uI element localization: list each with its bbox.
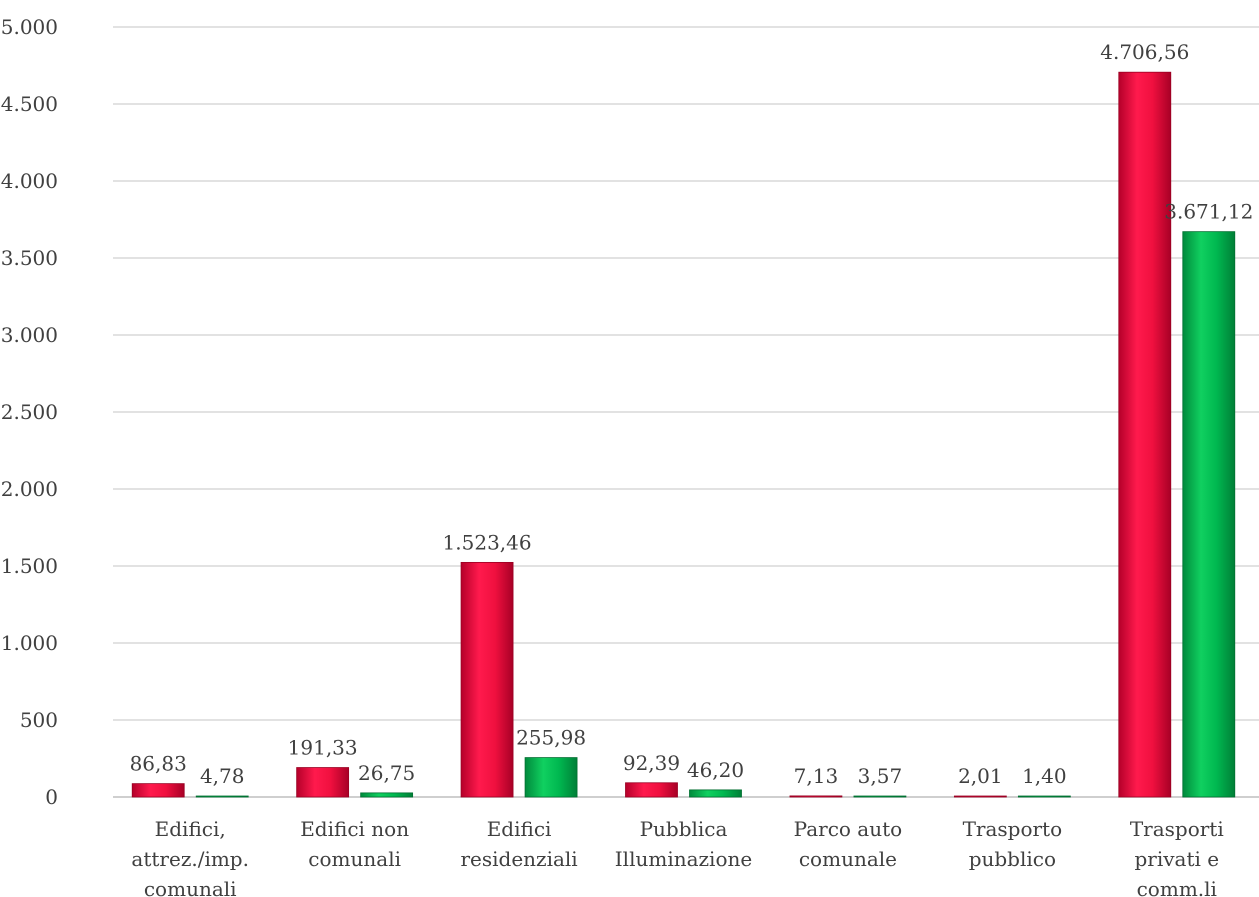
data-label: 255,98 (516, 726, 586, 750)
x-category-label: Trasporti privati e comm.li (1130, 817, 1224, 897)
data-label: 2,01 (958, 764, 1003, 788)
gridlines (113, 26, 1259, 798)
data-label: 1.523,46 (443, 530, 532, 554)
bar (853, 795, 907, 798)
x-category-label: Parco auto comunale (794, 817, 903, 871)
bar (296, 767, 350, 798)
bar (1182, 231, 1236, 798)
data-label: 86,83 (130, 752, 187, 776)
data-label: 7,13 (794, 764, 839, 788)
bar (1118, 71, 1172, 798)
x-category-label: Edifici non comunali (300, 817, 409, 871)
y-tick-label: 1.500 (1, 554, 58, 578)
bar (953, 795, 1007, 798)
x-category-label: Edifici residenziali (460, 817, 577, 871)
bar (131, 783, 185, 798)
y-tick-label: 4.000 (1, 169, 58, 193)
data-label: 92,39 (623, 751, 680, 775)
x-category-label: Edifici, attrez./imp. comunali (131, 817, 249, 897)
data-label: 4,78 (200, 764, 245, 788)
data-label: 26,75 (358, 761, 415, 785)
data-label: 46,20 (687, 758, 744, 782)
y-tick-label: 500 (20, 708, 58, 732)
y-tick-label: 3.500 (1, 246, 58, 270)
bar (195, 795, 249, 798)
data-label: 4.706,56 (1100, 40, 1189, 64)
bars (131, 71, 1236, 798)
y-tick-label: 2.500 (1, 400, 58, 424)
x-category-label: Pubblica Illuminazione (615, 817, 752, 871)
bar (360, 792, 414, 798)
y-tick-label: 0 (45, 785, 58, 809)
bar (689, 789, 742, 798)
data-label: 1,40 (1022, 764, 1067, 788)
bar (460, 561, 514, 798)
y-tick-label: 1.000 (1, 631, 58, 655)
x-axis-categories: Edifici, attrez./imp. comunali Edifici non c… (131, 817, 1223, 897)
data-labels: 86,83 191,33 1.523,46 92,39 7,13 2,01 4.706,56… (130, 40, 1254, 788)
y-tick-label: 3.000 (1, 323, 58, 347)
y-axis-ticks: 0 500 1.000 1.500 2.000 2.500 3.000 3.500 4.000 4… (1, 15, 58, 809)
data-label: 191,33 (288, 736, 358, 760)
bar (1017, 795, 1071, 798)
y-tick-label: 5.000 (1, 15, 58, 39)
bar (625, 782, 678, 798)
y-tick-label: 4.500 (1, 92, 58, 116)
bar (524, 757, 578, 798)
bar (789, 795, 843, 798)
data-label: 3,57 (858, 764, 903, 788)
y-tick-label: 2.000 (1, 477, 58, 501)
data-label: 3.671,12 (1164, 200, 1253, 224)
x-category-label: Trasporto pubblico (963, 817, 1063, 871)
